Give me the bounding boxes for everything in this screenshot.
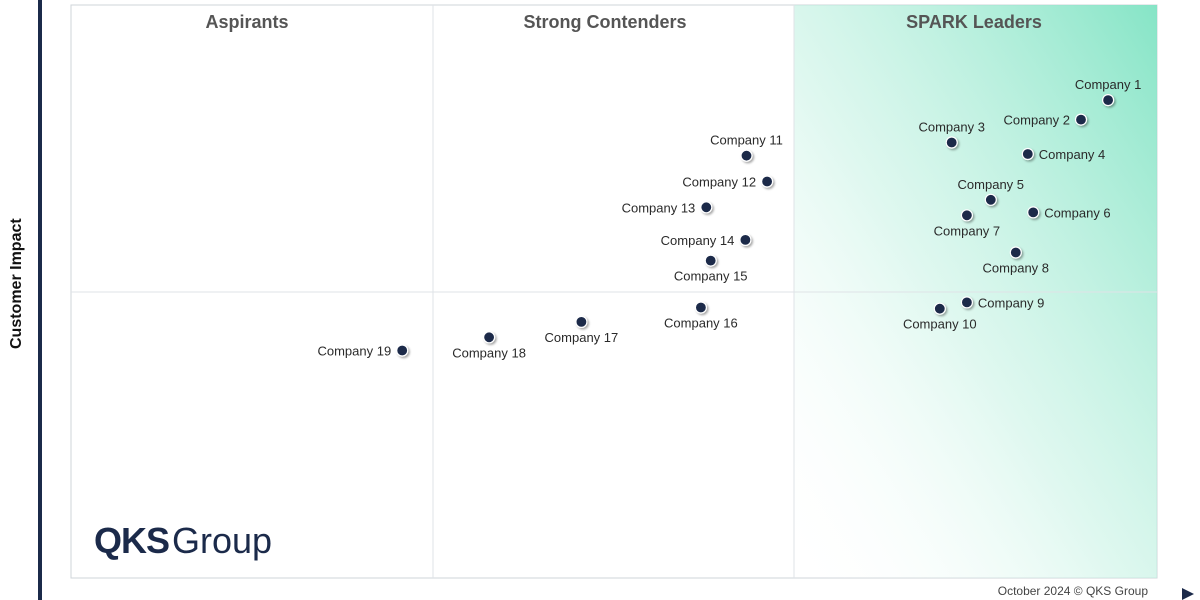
point-label-company-15: Company 15 (674, 269, 748, 284)
data-point-company-2 (1074, 113, 1088, 126)
point-label-company-1: Company 1 (1075, 77, 1141, 92)
point-label-company-7: Company 7 (934, 223, 1000, 238)
point-label-company-11: Company 11 (710, 133, 783, 148)
quadrant-title-aspirants: Aspirants (205, 12, 288, 32)
point-label-company-14: Company 14 (661, 233, 735, 248)
data-point-company-19 (396, 344, 409, 357)
data-point-company-1 (1101, 93, 1115, 107)
data-point-company-6 (1027, 206, 1040, 219)
point-label-company-13: Company 13 (622, 200, 696, 215)
data-point-company-8 (1009, 246, 1022, 259)
data-point-company-13 (700, 201, 713, 214)
data-point-company-3 (945, 136, 958, 149)
point-label-company-10: Company 10 (903, 317, 977, 332)
point-label-company-8: Company 8 (983, 261, 1049, 276)
point-label-company-12: Company 12 (682, 175, 756, 190)
data-point-company-14 (739, 233, 752, 246)
point-label-company-9: Company 9 (978, 295, 1044, 310)
quadrant-title-strong-contenders: Strong Contenders (523, 12, 686, 32)
point-label-company-2: Company 2 (1004, 113, 1070, 128)
data-point-company-4 (1021, 147, 1034, 161)
y-axis-line (38, 0, 42, 600)
data-point-company-5 (984, 193, 997, 206)
data-point-company-7 (960, 209, 974, 222)
x-axis-arrow-icon (1182, 588, 1194, 600)
data-point-company-9 (960, 296, 974, 309)
data-point-company-18 (483, 331, 496, 344)
point-label-company-19: Company 19 (317, 344, 391, 359)
point-label-company-6: Company 6 (1044, 205, 1110, 220)
data-point-company-15 (704, 254, 717, 267)
point-label-company-3: Company 3 (918, 120, 984, 135)
data-points: Company 1 Company 2 Company 3 Company 4 Comp… (317, 77, 1141, 360)
point-label-company-4: Company 4 (1039, 147, 1105, 162)
footer-credit: October 2024 © QKS Group (997, 584, 1148, 598)
qks-group-logo: QKSGroup (94, 520, 273, 561)
point-label-company-18: Company 18 (452, 345, 526, 360)
data-point-company-10 (933, 302, 946, 315)
data-point-company-17 (575, 315, 588, 328)
data-point-company-12 (760, 175, 774, 188)
point-label-company-5: Company 5 (958, 177, 1024, 192)
data-point-company-11 (740, 149, 753, 162)
point-label-company-17: Company 17 (545, 330, 619, 345)
point-label-company-16: Company 16 (664, 316, 738, 331)
data-point-company-16 (694, 301, 708, 314)
quadrant-title-spark-leaders: SPARK Leaders (906, 12, 1042, 32)
